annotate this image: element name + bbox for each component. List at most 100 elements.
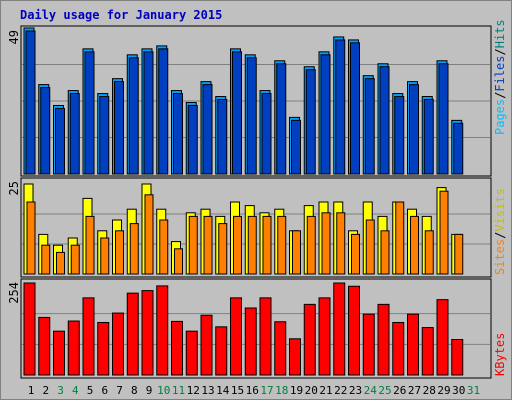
kbytes-bar-kbytes-day-23 <box>348 285 360 376</box>
legend-kbytes: KBytes <box>493 333 507 376</box>
x-label-day-5: 5 <box>87 384 94 397</box>
hits-bar-files-day-14 <box>217 99 228 175</box>
x-label-day-15: 15 <box>231 384 244 397</box>
kbytes-bar-kbytes-day-3 <box>53 330 65 376</box>
x-label-day-27: 27 <box>408 384 421 397</box>
hits-bar-files-day-20 <box>305 69 316 175</box>
visits-bar-sites-day-28 <box>424 230 434 275</box>
visits-bar-sites-day-11 <box>174 248 183 275</box>
kbytes-bar-kbytes-day-16 <box>244 307 257 376</box>
x-label-day-21: 21 <box>319 384 332 397</box>
visits-bar-sites-day-14 <box>218 223 228 275</box>
visits-bar-sites-day-1 <box>26 201 36 275</box>
visits-bar-sites-day-4 <box>70 244 80 275</box>
visits-bar-sites-day-2 <box>41 244 51 275</box>
hits-bar-files-day-18 <box>276 63 287 175</box>
x-label-day-1: 1 <box>28 384 35 397</box>
visits-bar-sites-day-13 <box>203 215 213 275</box>
visits-legend: Sites/Visits <box>493 188 507 275</box>
x-label-day-10: 10 <box>157 384 170 397</box>
hits-bar-files-day-13 <box>202 84 213 175</box>
legend-sites: Sites <box>493 239 507 275</box>
hits-bar-files-day-4 <box>69 93 80 175</box>
hits-bar-files-day-24 <box>364 78 375 175</box>
x-label-day-9: 9 <box>146 384 153 397</box>
hits-bar-files-day-5 <box>84 51 95 175</box>
kbytes-bar-kbytes-day-13 <box>200 314 213 376</box>
kbytes-bar-kbytes-day-21 <box>318 297 331 376</box>
visits-bar-sites-day-29 <box>439 190 449 275</box>
x-label-day-31: 31 <box>467 384 480 397</box>
legend-sep-2: / <box>493 48 507 55</box>
visits-bar-sites-day-25 <box>380 230 390 275</box>
legend-hits: Hits <box>493 19 507 48</box>
kbytes-bar-kbytes-day-2 <box>38 316 51 376</box>
chart-title: Daily usage for January 2015 <box>20 8 222 22</box>
visits-bar-sites-day-5 <box>85 215 95 275</box>
hits-bar-files-day-30 <box>453 122 464 175</box>
kbytes-bar-kbytes-day-30 <box>451 339 464 376</box>
kbytes-bar-kbytes-day-18 <box>274 321 287 376</box>
x-label-day-16: 16 <box>246 384 259 397</box>
kbytes-bar-kbytes-day-25 <box>377 303 390 376</box>
visits-bar-sites-day-21 <box>321 212 331 275</box>
kbytes-bar-kbytes-day-26 <box>392 321 405 376</box>
hits-bar-files-day-9 <box>143 51 154 175</box>
hits-bar-files-day-25 <box>379 66 390 175</box>
visits-bar-sites-day-30 <box>454 233 464 275</box>
visits-max-label: 25 <box>7 181 21 195</box>
x-label-day-24: 24 <box>364 384 378 397</box>
hits-legend: Pages/Files/Hits <box>493 19 507 135</box>
x-label-day-2: 2 <box>42 384 49 397</box>
visits-bar-sites-day-10 <box>159 219 169 275</box>
hits-bar-files-day-8 <box>128 57 139 175</box>
legend-pages: Pages <box>493 99 507 135</box>
kbytes-bar-kbytes-day-17 <box>259 297 272 376</box>
x-label-day-14: 14 <box>216 384 230 397</box>
kbytes-bar-kbytes-day-22 <box>333 282 346 376</box>
kbytes-bar-kbytes-day-7 <box>112 312 124 376</box>
kbytes-bar-kbytes-day-24 <box>362 313 375 376</box>
chart-marks <box>22 27 490 376</box>
hits-bar-files-day-23 <box>350 42 360 175</box>
kbytes-bar-kbytes-day-19 <box>289 338 301 376</box>
hits-bar-files-day-2 <box>40 87 51 175</box>
x-label-day-18: 18 <box>275 384 288 397</box>
x-label-day-6: 6 <box>101 384 108 397</box>
visits-bar-sites-day-27 <box>410 215 419 275</box>
hits-bar-files-day-27 <box>409 84 419 175</box>
hits-bar-files-day-3 <box>55 107 65 175</box>
kbytes-legend: KBytes <box>493 333 507 376</box>
kbytes-bar-kbytes-day-11 <box>171 320 183 376</box>
visits-bar-sites-day-24 <box>365 219 375 275</box>
hits-bar-files-day-21 <box>320 54 331 175</box>
hits-bar-files-day-26 <box>394 96 405 175</box>
hits-bar-files-day-16 <box>246 57 257 175</box>
x-label-day-3: 3 <box>57 384 64 397</box>
x-label-day-8: 8 <box>131 384 138 397</box>
legend-files: Files <box>493 56 507 92</box>
visits-bar-sites-day-8 <box>129 223 139 275</box>
kbytes-bar-kbytes-day-20 <box>303 303 316 376</box>
visits-bar-sites-day-9 <box>144 194 154 275</box>
x-label-day-11: 11 <box>172 384 185 397</box>
hits-bar-files-day-7 <box>114 81 124 175</box>
x-axis-labels: 1 2 3 4 5 6 7 8 9 10 11 12 13 14 15 16 17 18 19 20 21 22 23 24 2… <box>28 384 480 397</box>
x-label-day-17: 17 <box>260 384 273 397</box>
hits-bar-files-day-1 <box>25 30 36 175</box>
kbytes-bar-kbytes-day-8 <box>126 292 139 376</box>
hits-bar-files-day-12 <box>187 104 198 175</box>
visits-bar-sites-day-17 <box>262 215 272 275</box>
x-label-day-19: 19 <box>290 384 303 397</box>
hits-bar-files-day-29 <box>438 63 449 175</box>
x-label-day-25: 25 <box>378 384 391 397</box>
x-label-day-20: 20 <box>305 384 318 397</box>
hits-bar-files-day-22 <box>335 39 346 175</box>
kbytes-bar-kbytes-day-12 <box>185 330 198 376</box>
hits-bar-files-day-19 <box>291 119 301 175</box>
legend-sep-3: / <box>493 232 507 239</box>
hits-bar-files-day-6 <box>99 96 110 175</box>
hits-bar-files-day-11 <box>173 93 183 175</box>
